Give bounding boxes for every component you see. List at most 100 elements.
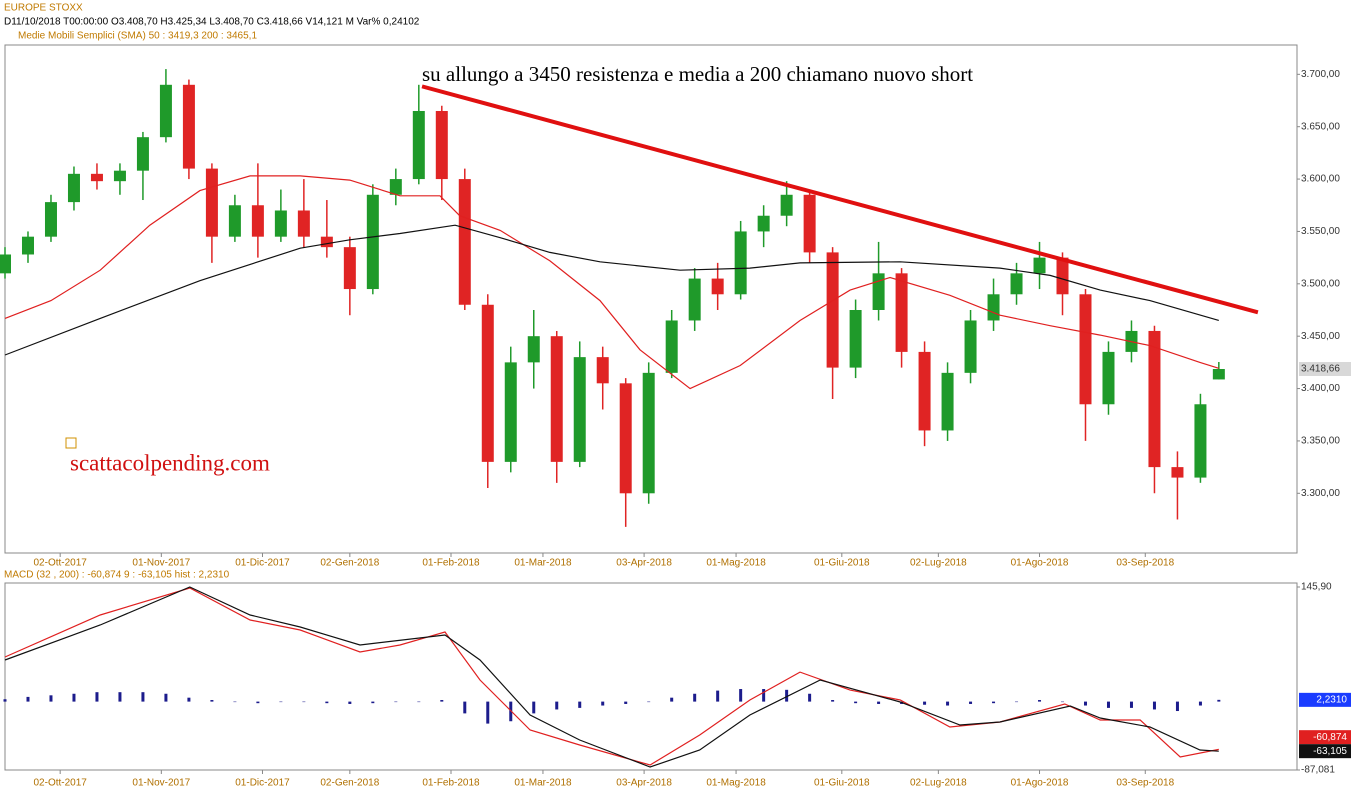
- macd-hist-bar: [1217, 699, 1221, 702]
- hist-label: 2,2310: [1316, 694, 1347, 705]
- x-tick-label: 03-Sep-2018: [1116, 558, 1174, 569]
- candle-body: [1148, 330, 1161, 468]
- macd-hist-bar: [1083, 701, 1087, 706]
- sma-legend: Medie Mobili Semplici (SMA) 50 : 3419,3 …: [18, 31, 257, 42]
- macd-hist-bar: [831, 700, 835, 702]
- macd-hist-bar: [440, 700, 444, 702]
- x-tick-label: 01-Dic-2017: [235, 778, 290, 789]
- candle-body: [780, 194, 793, 216]
- candle-body: [1033, 257, 1046, 274]
- candle-body: [803, 194, 816, 253]
- macd-hist-bar: [1106, 701, 1110, 708]
- macd-hist-bar: [1152, 701, 1156, 710]
- macd-hist-bar: [877, 701, 881, 704]
- instrument-title: EUROPE STOXX: [4, 3, 83, 14]
- candle-body: [757, 215, 770, 232]
- macd-hist-bar: [969, 701, 973, 704]
- macd-hist-bar: [532, 701, 536, 714]
- candle-body: [136, 137, 149, 171]
- candle-body: [389, 179, 402, 195]
- x-tick-label: 02-Ott-2017: [33, 558, 87, 569]
- macd-hist-bar: [371, 701, 375, 704]
- candle-body: [113, 170, 126, 182]
- annotation: su allungo a 3450 resistenza e media a 2…: [422, 62, 973, 86]
- y-tick-label: 3.400,00: [1301, 383, 1340, 394]
- trendline: [421, 84, 1259, 315]
- macd-hist-bar: [187, 697, 191, 702]
- candle-body: [849, 309, 862, 368]
- x-tick-label: 01-Dic-2017: [235, 558, 290, 569]
- candle-body: [1194, 404, 1207, 478]
- macd-hist-bar: [233, 701, 237, 703]
- x-tick-label: 01-Mag-2018: [706, 778, 766, 789]
- macd-hist-bar: [164, 693, 168, 702]
- candle-body: [619, 383, 632, 494]
- candle-body: [918, 351, 931, 431]
- candle-body: [251, 205, 264, 237]
- y-tick-label: 3.350,00: [1301, 436, 1340, 447]
- candle-body: [44, 202, 57, 237]
- macd-hist-bar: [1061, 701, 1065, 703]
- macd-hist-bar: [49, 695, 53, 702]
- macd-value-box: [1299, 730, 1351, 745]
- candle-body: [642, 372, 655, 494]
- candle-body: [205, 168, 218, 237]
- candle-body: [1212, 369, 1225, 380]
- candle-body: [1102, 351, 1115, 405]
- candle-body: [228, 205, 241, 237]
- macd-hist-bar: [463, 701, 467, 714]
- x-tick-label: 03-Apr-2018: [616, 558, 672, 569]
- y-tick-label: 3.300,00: [1301, 488, 1340, 499]
- macd-hist-bar: [1175, 701, 1179, 712]
- candle-body: [665, 320, 678, 373]
- y-tick-label: 3.500,00: [1301, 278, 1340, 289]
- candle-body: [366, 194, 379, 290]
- macd-hist-bar: [992, 701, 996, 704]
- macd-line: [4, 586, 1219, 768]
- x-tick-label: 01-Giu-2018: [814, 778, 870, 789]
- y-tick-label: 3.650,00: [1301, 121, 1340, 132]
- candle-body: [1010, 273, 1023, 295]
- macd-hist-bar: [417, 701, 421, 703]
- macd-hist-bar: [808, 693, 812, 702]
- macd-hist-bar: [762, 689, 766, 702]
- candle-body: [1171, 467, 1184, 478]
- macd-value-label: -63,105: [1313, 746, 1347, 757]
- last-price-label: 3.418,66: [1301, 364, 1340, 375]
- x-tick-label: 02-Ott-2017: [33, 778, 87, 789]
- y-tick-label: 3.550,00: [1301, 226, 1340, 237]
- candle-body: [21, 236, 34, 255]
- candle-body: [596, 357, 609, 384]
- candle-body: [67, 173, 80, 203]
- price-panel: [4, 44, 1298, 554]
- x-tick-label: 01-Nov-2017: [132, 558, 190, 569]
- last-price-box: [1299, 362, 1351, 377]
- x-tick-label: 01-Giu-2018: [814, 558, 870, 569]
- macd-hist-bar: [578, 701, 582, 708]
- macd-hist-bar: [670, 697, 674, 702]
- candle-body: [435, 110, 448, 180]
- candle-body: [711, 278, 724, 295]
- x-tick-label: 03-Apr-2018: [616, 778, 672, 789]
- x-tick-label: 01-Mag-2018: [706, 558, 766, 569]
- macd-hist-bar: [210, 700, 214, 702]
- macd-hist-bar: [3, 699, 7, 702]
- macd-hist-bar: [647, 701, 651, 703]
- candle-body: [320, 236, 333, 248]
- macd-hist-bar: [141, 692, 145, 702]
- candle-body: [550, 336, 563, 462]
- candle-body: [274, 210, 287, 237]
- moving-average: [4, 175, 1219, 390]
- hist-box: [1299, 692, 1351, 707]
- macd-hist-bar: [486, 701, 490, 724]
- candle-body: [0, 254, 11, 274]
- quote-line: D11/10/2018 T00:00:00 O3.408,70 H3.425,3…: [4, 17, 420, 28]
- candle-body: [527, 336, 540, 363]
- x-tick-label: 01-Feb-2018: [422, 558, 480, 569]
- candle-body: [964, 320, 977, 373]
- y-tick-label: 3.600,00: [1301, 174, 1340, 185]
- macd-hist-bar: [693, 693, 697, 702]
- x-tick-label: 03-Sep-2018: [1116, 778, 1174, 789]
